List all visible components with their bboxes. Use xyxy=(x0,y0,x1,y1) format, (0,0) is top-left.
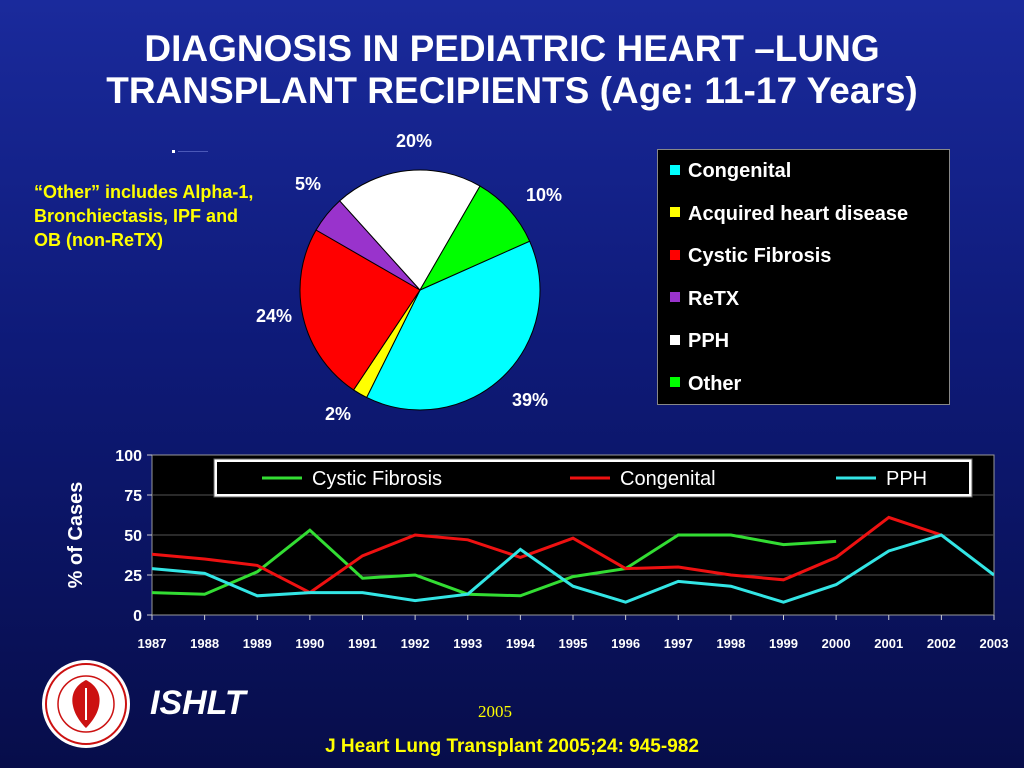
year-label: 2005 xyxy=(478,702,512,721)
other-footnote: “Other” includes Alpha-1, Bronchiectasis… xyxy=(34,182,254,250)
x-tick-label: 2001 xyxy=(874,636,903,651)
legend-swatch xyxy=(670,377,680,388)
x-tick-label: 1994 xyxy=(506,636,536,651)
y-tick-label: 75 xyxy=(124,488,142,505)
citation: J Heart Lung Transplant 2005;24: 945-982 xyxy=(325,736,699,757)
pie-slice-cystic-fibrosis xyxy=(299,229,421,391)
legend-label: ReTX xyxy=(688,287,740,310)
x-tick-label: 1989 xyxy=(243,636,272,651)
pie-label-cystic-fibrosis: 24% xyxy=(256,306,292,326)
line-legend-label: Congenital xyxy=(620,468,716,490)
slide-title: DIAGNOSIS IN PEDIATRIC HEART –LUNG TRANS… xyxy=(0,28,1024,112)
x-tick-label: 1993 xyxy=(453,636,482,651)
pie-legend-item-congenital: Congenital xyxy=(670,160,791,183)
pie-legend-item-acquired-heart-disease: Acquired heart disease xyxy=(670,203,908,226)
x-tick-label: 1990 xyxy=(295,636,324,651)
series-line-congenital xyxy=(152,515,942,595)
title-line-1: DIAGNOSIS IN PEDIATRIC HEART –LUNG xyxy=(144,28,880,69)
y-tick-label: 50 xyxy=(124,528,142,545)
line-legend-label: Cystic Fibrosis xyxy=(312,468,442,490)
legend-swatch xyxy=(670,207,680,218)
pie-legend-item-retx: ReTX xyxy=(670,288,739,311)
pie-label-other: 10% xyxy=(526,185,562,205)
legend-label: Acquired heart disease xyxy=(688,202,909,225)
legend-label: Congenital xyxy=(688,160,792,182)
legend-swatch xyxy=(670,249,680,260)
series-line-cystic-fibrosis xyxy=(152,528,837,598)
title-line-2: TRANSPLANT RECIPIENTS (Age: 11-17 Years) xyxy=(106,70,918,111)
pie-slice-congenital xyxy=(365,240,541,411)
series-line-pph xyxy=(152,533,994,604)
decorative-mark xyxy=(170,150,208,154)
pie-label-retx: 5% xyxy=(295,174,321,194)
legend-swatch xyxy=(670,292,680,303)
x-tick-label: 1996 xyxy=(611,636,640,651)
pie-slice-pph xyxy=(338,169,481,291)
legend-swatch xyxy=(670,164,680,175)
pie-slice-other xyxy=(418,185,531,292)
x-tick-label: 1992 xyxy=(401,636,430,651)
legend-label: Other xyxy=(688,372,742,395)
x-tick-label: 1987 xyxy=(138,636,167,651)
pie-legend-item-cystic-fibrosis: Cystic Fibrosis xyxy=(670,245,831,268)
legend-label: Cystic Fibrosis xyxy=(688,245,832,267)
x-tick-label: 1999 xyxy=(769,636,798,651)
y-axis-label: % of Cases xyxy=(65,482,87,589)
x-tick-label: 1998 xyxy=(716,636,745,651)
x-tick-label: 1997 xyxy=(664,636,693,651)
pie-label-congenital: 39% xyxy=(512,390,548,410)
x-tick-label: 2000 xyxy=(822,636,851,651)
x-tick-label: 2002 xyxy=(927,636,956,651)
x-tick-label: 1995 xyxy=(559,636,588,651)
ishlt-label: ISHLT xyxy=(150,684,246,722)
legend-swatch xyxy=(670,334,680,345)
pie-legend: Congenital Acquired heart disease Cystic F… xyxy=(657,149,950,405)
pie-label-pph: 20% xyxy=(396,131,432,151)
y-tick-label: 25 xyxy=(124,568,142,585)
pie-label-acquired-heart-disease: 2% xyxy=(325,404,351,424)
x-tick-label: 2003 xyxy=(980,636,1009,651)
y-tick-label: 0 xyxy=(133,608,142,625)
legend-label: PPH xyxy=(688,330,730,352)
pie-legend-item-other: Other xyxy=(670,373,741,396)
y-tick-label: 100 xyxy=(115,448,142,465)
ishlt-seal-logo xyxy=(42,660,130,748)
x-tick-label: 1991 xyxy=(348,636,377,651)
pie-legend-item-pph: PPH xyxy=(670,330,729,353)
x-tick-label: 1988 xyxy=(190,636,219,651)
line-legend-label: PPH xyxy=(886,468,927,490)
